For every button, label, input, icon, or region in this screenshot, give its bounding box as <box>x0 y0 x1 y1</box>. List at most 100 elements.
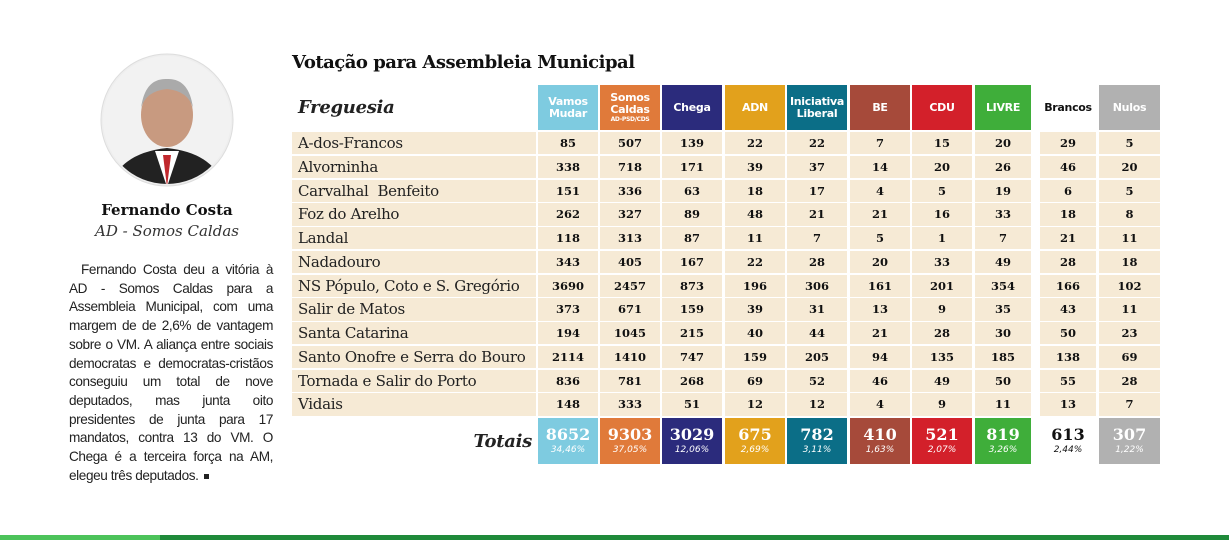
total-percent: 3,26% <box>988 445 1018 455</box>
cell-value: 18 <box>725 179 785 202</box>
bottom-rule-accent <box>0 535 160 540</box>
cell-value: 39 <box>725 298 785 321</box>
cell-value: 836 <box>538 369 598 392</box>
cell-value: 268 <box>662 369 722 392</box>
cell-value: 31 <box>787 298 847 321</box>
cell-value: 22 <box>725 132 785 155</box>
column-name: Nulos <box>1112 100 1147 114</box>
cell-value: 43 <box>1040 298 1096 321</box>
row-name: Tornada e Salir do Porto <box>292 369 536 392</box>
cell-value: 21 <box>1040 227 1096 250</box>
cell-value: 1410 <box>600 345 660 368</box>
cell-value: 13 <box>850 298 910 321</box>
cell-value: 148 <box>538 393 598 416</box>
cell-value: 5 <box>850 227 910 250</box>
bottom-rule <box>0 535 1229 540</box>
cell-value: 89 <box>662 203 722 226</box>
row-name: Alvorninha <box>292 155 536 178</box>
cell-value: 306 <box>787 274 847 297</box>
total-percent: 37,05% <box>612 445 648 455</box>
cell-value: 40 <box>725 322 785 345</box>
total-value: 9303 <box>607 425 653 444</box>
table-title: Votação para Assembleia Municipal <box>292 52 635 73</box>
total-cell: 819 3,26% <box>975 418 1031 464</box>
cell-value: 44 <box>787 322 847 345</box>
cell-value: 1 <box>912 227 972 250</box>
cell-value: 11 <box>1099 227 1160 250</box>
total-cell: 613 2,44% <box>1040 418 1096 464</box>
cell-value: 405 <box>600 250 660 273</box>
totals-label: Totais <box>473 430 533 452</box>
cell-value: 22 <box>787 132 847 155</box>
row-name: Vidais <box>292 393 536 416</box>
column-header: ADN <box>725 85 785 130</box>
total-cell: 782 3,11% <box>787 418 847 464</box>
cell-value: 12 <box>787 393 847 416</box>
cell-value: 205 <box>787 345 847 368</box>
cell-value: 5 <box>912 179 972 202</box>
row-name: Santo Onofre e Serra do Bouro <box>292 345 536 368</box>
cell-value: 161 <box>850 274 910 297</box>
total-value: 521 <box>925 425 959 444</box>
profile-text: Fernando Costa deu a vitória à AD - Somo… <box>69 261 273 485</box>
total-cell: 3029 12,06% <box>662 418 722 464</box>
cell-value: 262 <box>538 203 598 226</box>
cell-value: 69 <box>1099 345 1160 368</box>
row-name: Nadadouro <box>292 250 536 273</box>
column-header: Somos Caldas AD-PSD/CDS <box>600 85 660 130</box>
column-header: Nulos <box>1099 85 1160 130</box>
cell-value: 327 <box>600 203 660 226</box>
total-percent: 3,11% <box>802 445 832 455</box>
column-header: BE <box>850 85 910 130</box>
cell-value: 28 <box>912 322 972 345</box>
column-name: Vamos Mudar <box>548 94 588 120</box>
total-value: 819 <box>986 425 1020 444</box>
cell-value: 26 <box>975 155 1031 178</box>
cell-value: 167 <box>662 250 722 273</box>
cell-value: 49 <box>912 369 972 392</box>
cell-value: 9 <box>912 393 972 416</box>
cell-value: 28 <box>1099 369 1160 392</box>
cell-value: 14 <box>850 155 910 178</box>
cell-value: 51 <box>662 393 722 416</box>
cell-value: 8 <box>1099 203 1160 226</box>
column-name: Chega <box>673 100 711 114</box>
total-percent: 12,06% <box>674 445 710 455</box>
cell-value: 196 <box>725 274 785 297</box>
total-percent: 1,22% <box>1115 445 1144 455</box>
cell-value: 313 <box>600 227 660 250</box>
cell-value: 781 <box>600 369 660 392</box>
cell-value: 87 <box>662 227 722 250</box>
cell-value: 15 <box>912 132 972 155</box>
cell-value: 747 <box>662 345 722 368</box>
total-value: 782 <box>800 425 834 444</box>
cell-value: 33 <box>975 203 1031 226</box>
column-name: LIVRE <box>985 100 1021 114</box>
total-value: 8652 <box>545 425 591 444</box>
column-header: Iniciativa Liberal <box>787 85 847 130</box>
cell-value: 354 <box>975 274 1031 297</box>
cell-value: 7 <box>1099 393 1160 416</box>
cell-value: 102 <box>1099 274 1160 297</box>
cell-value: 138 <box>1040 345 1096 368</box>
cell-value: 18 <box>1040 203 1096 226</box>
cell-value: 215 <box>662 322 722 345</box>
cell-value: 507 <box>600 132 660 155</box>
cell-value: 135 <box>912 345 972 368</box>
profile-name: Fernando Costa <box>101 201 233 219</box>
total-percent: 2,44% <box>1053 445 1083 455</box>
row-name: Salir de Matos <box>292 298 536 321</box>
column-name: CDU <box>929 100 955 114</box>
cell-value: 159 <box>725 345 785 368</box>
cell-value: 21 <box>787 203 847 226</box>
total-value: 307 <box>1112 425 1147 444</box>
cell-value: 5 <box>1099 132 1160 155</box>
total-cell: 521 2,07% <box>912 418 972 464</box>
cell-value: 159 <box>662 298 722 321</box>
cell-value: 63 <box>662 179 722 202</box>
cell-value: 11 <box>975 393 1031 416</box>
cell-value: 9 <box>912 298 972 321</box>
cell-value: 20 <box>912 155 972 178</box>
cell-value: 20 <box>975 132 1031 155</box>
cell-value: 55 <box>1040 369 1096 392</box>
